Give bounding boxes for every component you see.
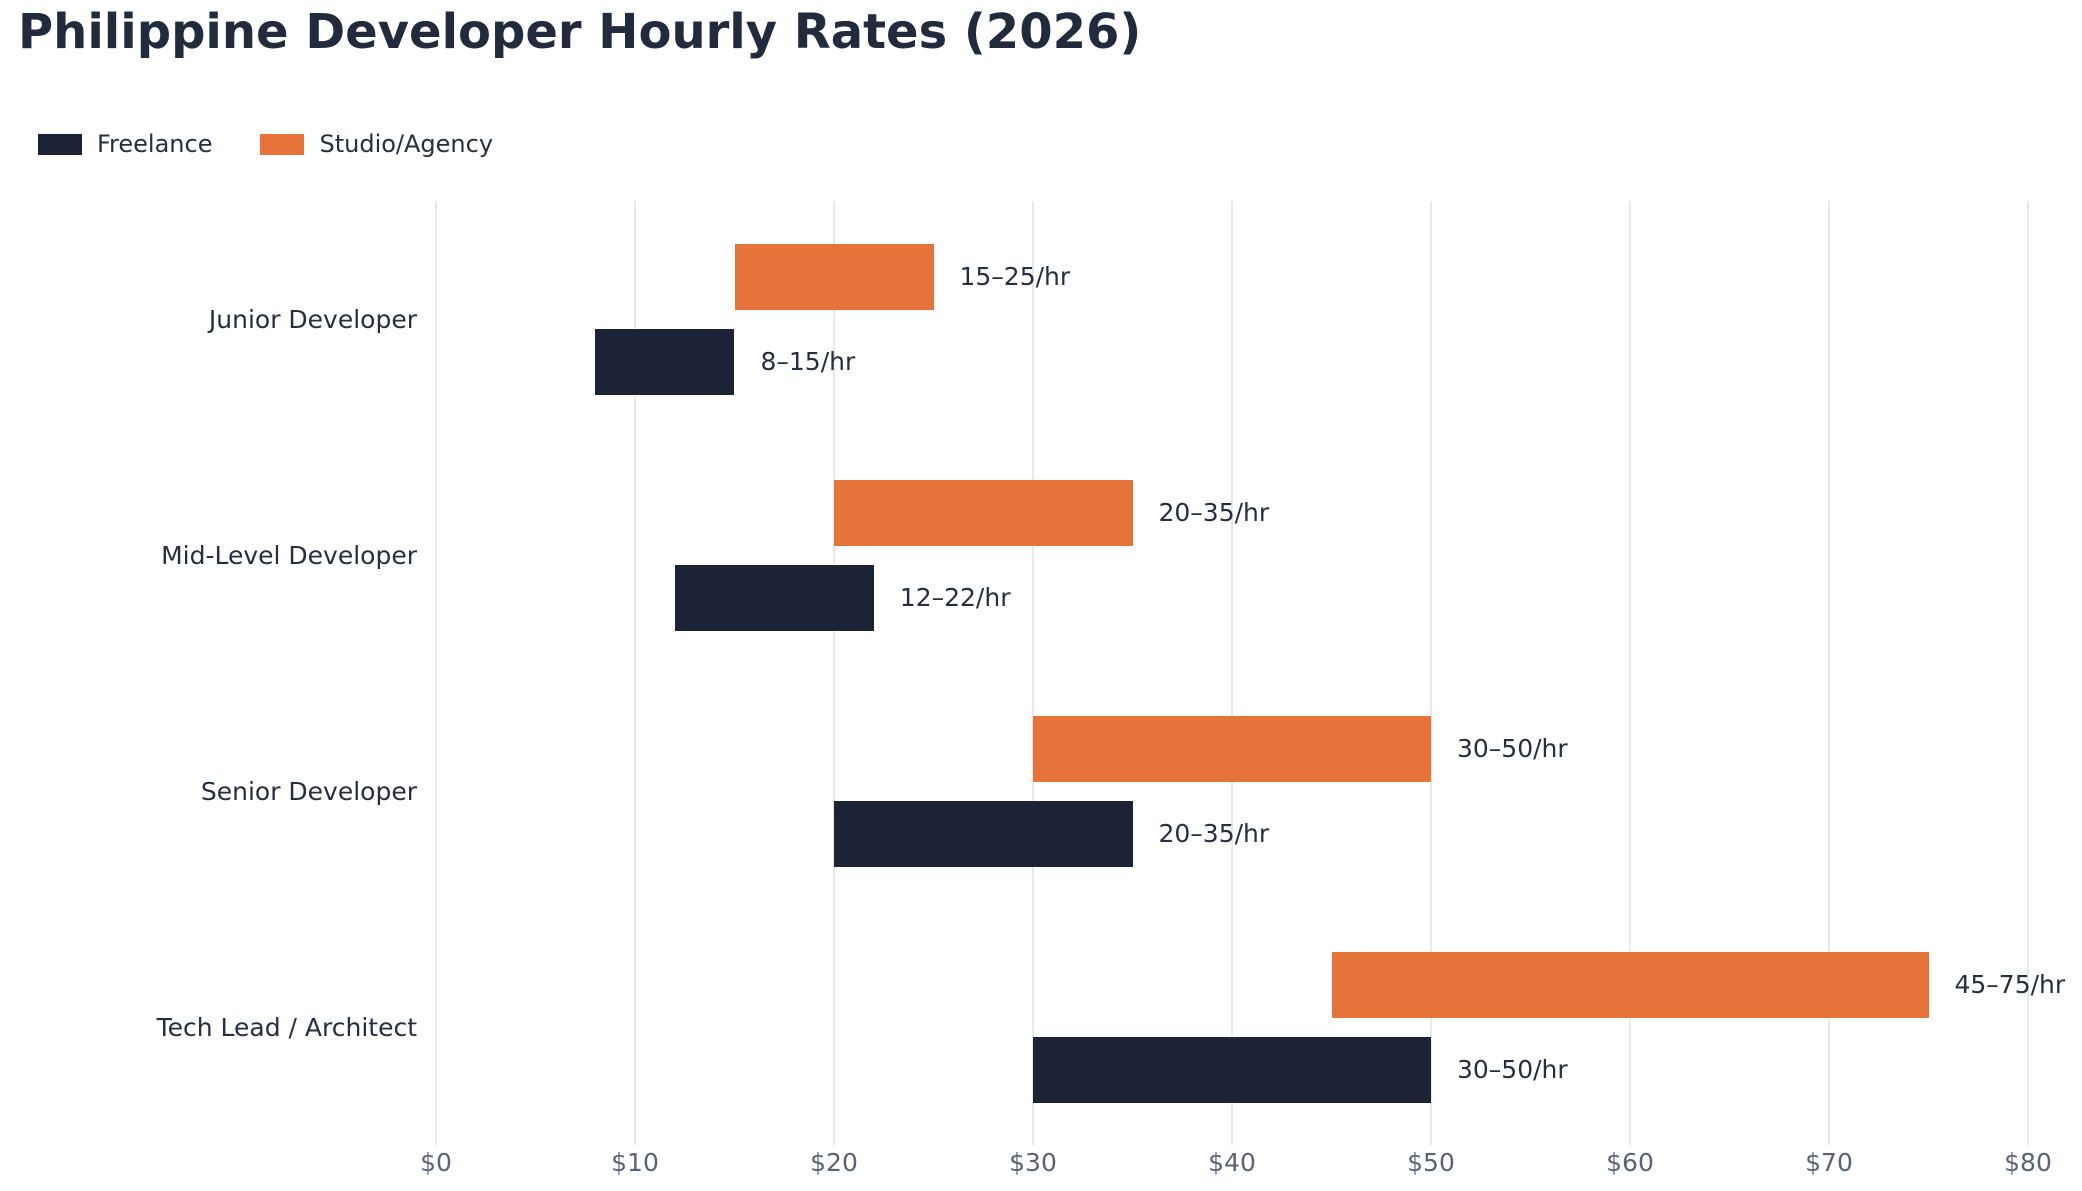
- value-label: 20–35/hr: [1158, 498, 1270, 527]
- gridline: [1828, 201, 1830, 1145]
- x-axis: $0 $10 $20 $30 $40 $50 $60 $70 $80: [420, 1148, 2052, 1184]
- category-label: Mid-Level Developer: [161, 540, 417, 570]
- gridline: [435, 201, 437, 1145]
- chart-row: 20–35/hr 12–22/hr: [436, 437, 2028, 673]
- chart-row: 15–25/hr 8–15/hr: [436, 201, 2028, 437]
- value-label: 20–35/hr: [1158, 819, 1270, 848]
- gridline: [1231, 201, 1233, 1145]
- chart-row: 30–50/hr 20–35/hr: [436, 673, 2028, 909]
- x-axis-tick-label: $50: [1407, 1148, 1455, 1177]
- bar-studio-agency: [734, 244, 934, 310]
- value-label: 45–75/hr: [1954, 970, 2066, 999]
- chart-row: 45–75/hr 30–50/hr: [436, 909, 2065, 1145]
- bar-studio-agency: [834, 480, 1133, 546]
- legend-label: Freelance: [97, 130, 213, 158]
- gridline: [2027, 201, 2029, 1145]
- value-label: 12–22/hr: [899, 583, 1011, 612]
- legend-label: Studio/Agency: [319, 130, 494, 158]
- legend-item-studio-agency: Studio/Agency: [260, 130, 493, 158]
- legend-swatch-icon: [260, 133, 305, 155]
- bar-studio-agency: [1331, 952, 1929, 1018]
- x-axis-tick-label: $80: [2004, 1148, 2052, 1177]
- bar-studio-agency: [1033, 716, 1431, 782]
- y-axis-labels: Junior Developer Mid-Level Developer Senio…: [0, 201, 417, 1145]
- x-axis-tick-label: $60: [1606, 1148, 1654, 1177]
- x-axis-tick-label: $70: [1805, 1148, 1853, 1177]
- page-title: Philippine Developer Hourly Rates (2026): [18, 4, 1142, 60]
- x-axis-tick-label: $10: [611, 1148, 659, 1177]
- x-axis-tick-label: $40: [1208, 1148, 1256, 1177]
- x-axis-tick-label: $30: [1009, 1148, 1057, 1177]
- category-label: Tech Lead / Architect: [156, 1012, 417, 1042]
- value-label: 30–50/hr: [1457, 734, 1568, 763]
- bar-freelance: [595, 329, 735, 395]
- gridline: [833, 201, 835, 1145]
- value-label: 30–50/hr: [1457, 1055, 1568, 1084]
- gridline: [1032, 201, 1034, 1145]
- legend: Freelance Studio/Agency: [38, 130, 493, 158]
- value-label: 8–15/hr: [760, 347, 856, 376]
- bar-freelance: [1033, 1037, 1431, 1103]
- plot-area: 15–25/hr 8–15/hr 20–35/hr 12–22/hr 30–50/hr 2…: [435, 201, 2065, 1145]
- legend-swatch-icon: [38, 133, 82, 155]
- x-axis-tick-label: $20: [810, 1148, 858, 1177]
- x-axis-tick-label: $0: [420, 1148, 452, 1177]
- category-label: Senior Developer: [200, 776, 417, 806]
- gridline: [1629, 201, 1631, 1145]
- bar-freelance: [674, 565, 874, 631]
- gridline: [634, 201, 636, 1145]
- value-label: 15–25/hr: [959, 262, 1071, 291]
- category-label: Junior Developer: [208, 304, 417, 334]
- gridline: [1430, 201, 1432, 1145]
- bar-freelance: [834, 801, 1133, 867]
- legend-item-freelance: Freelance: [38, 130, 212, 158]
